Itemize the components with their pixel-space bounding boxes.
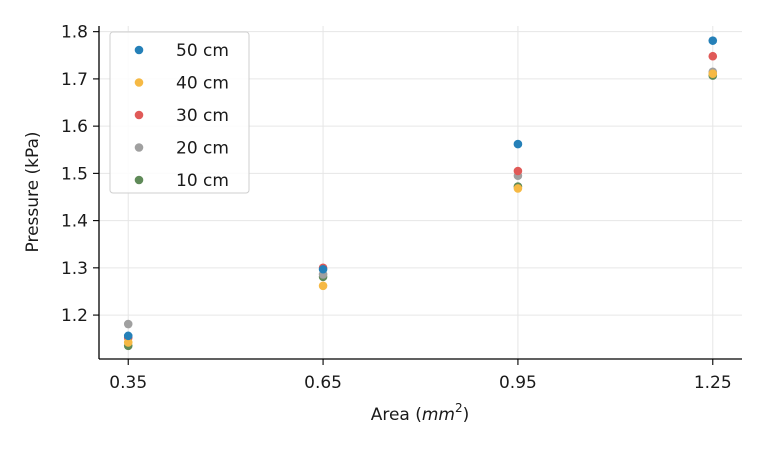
y-axis-label: Pressure (kPa) (23, 131, 43, 252)
x-ticks: 0.35 0.65 0.95 1.25 (109, 359, 732, 393)
data-point (123, 319, 133, 329)
y-ticks: 1.2 1.3 1.4 1.5 1.6 1.7 1.8 (61, 23, 99, 326)
data-point (513, 139, 523, 149)
legend-marker (134, 78, 144, 87)
axes (98, 26, 742, 360)
x-tick-label: 1.25 (694, 373, 732, 393)
x-tick-label: 0.35 (109, 373, 147, 393)
y-tick-label: 1.8 (61, 23, 88, 43)
data-point (513, 184, 523, 193)
y-tick-label: 1.3 (61, 259, 88, 279)
data-point (708, 36, 718, 45)
data-point (123, 338, 133, 347)
legend-label: 30 cm (176, 106, 229, 126)
legend-marker (134, 143, 144, 152)
data-point (708, 51, 718, 61)
data-points (123, 36, 718, 351)
data-point (318, 264, 328, 274)
legend-marker (134, 175, 144, 185)
legend-label: 10 cm (176, 171, 229, 191)
x-axis-label-exponent: 2 (455, 401, 463, 415)
x-tick-label: 0.95 (499, 373, 537, 393)
legend: 50 cm 40 cm 30 cm 20 cm 10 cm (109, 31, 250, 194)
legend-marker (134, 110, 144, 120)
data-point (708, 69, 718, 79)
y-tick-label: 1.6 (61, 117, 88, 137)
data-point (123, 331, 133, 341)
y-tick-label: 1.2 (61, 306, 88, 326)
legend-label: 20 cm (176, 139, 229, 159)
legend-label: 40 cm (176, 74, 229, 94)
series-50-cm (123, 36, 718, 341)
x-axis-label-unit: mm (422, 405, 455, 425)
legend-marker (134, 45, 144, 55)
y-tick-label: 1.5 (61, 164, 88, 184)
data-point (318, 281, 328, 291)
legend-label: 50 cm (176, 41, 229, 61)
y-tick-label: 1.4 (61, 212, 88, 232)
x-axis-label: Area (mm2) (371, 401, 470, 425)
legend-box (109, 31, 250, 194)
series-40-cm (123, 69, 718, 347)
data-point (513, 166, 523, 176)
y-tick-label: 1.7 (61, 70, 88, 90)
x-tick-label: 0.65 (304, 373, 342, 393)
